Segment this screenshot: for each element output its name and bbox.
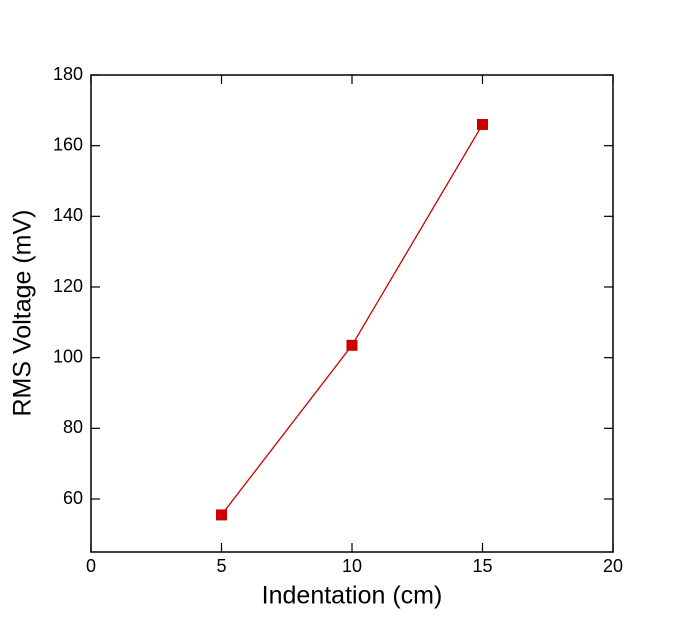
x-axis-title: Indentation (cm) [262,582,443,610]
x-tick-label: 5 [216,556,226,576]
y-tick-label: 180 [53,64,83,84]
x-tick-label: 15 [472,556,492,576]
data-point [477,118,488,130]
x-tick-label: 10 [342,556,362,576]
y-tick-label: 80 [63,417,83,437]
plot-frame [90,74,614,553]
y-axis-title: RMS Voltage (mV) [9,209,37,416]
y-tick-label: 100 [53,346,83,366]
x-tick-label: 20 [603,556,623,576]
x-tick-label: 0 [86,556,96,576]
data-point [346,339,358,351]
y-tick-label: 60 [63,488,83,508]
y-tick-label: 120 [53,276,83,296]
y-tick-label: 160 [53,134,83,154]
series-line [220,124,484,516]
y-tick-label: 140 [53,205,83,225]
data-point [216,509,227,521]
